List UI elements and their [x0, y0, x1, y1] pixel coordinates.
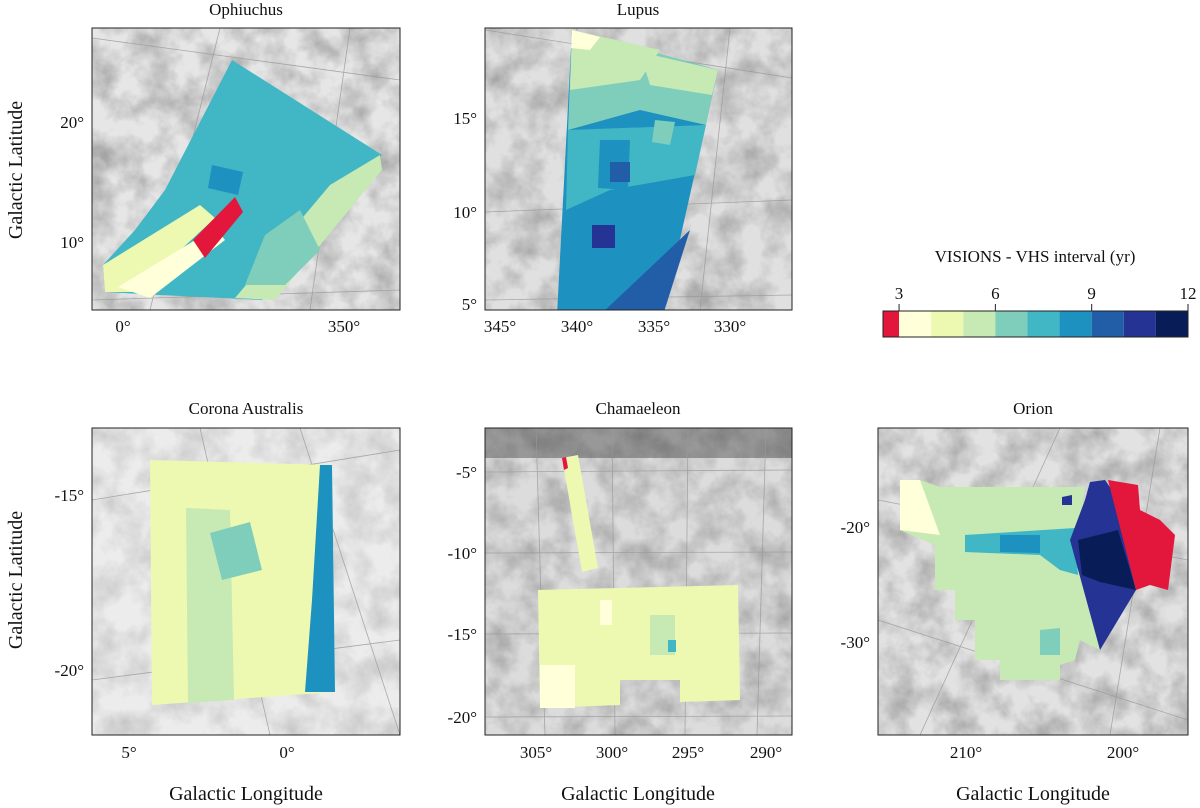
survey-footprint	[103, 60, 382, 300]
dust-texture	[485, 428, 792, 735]
ytick-label: -5°	[456, 463, 477, 482]
ytick-label: -30°	[841, 633, 870, 652]
colorbar-frame	[882, 310, 1189, 338]
ytick-label: 5°	[462, 295, 477, 314]
colorbar-tick-label: 12	[1180, 284, 1197, 303]
xtick-label: 295°	[672, 743, 704, 762]
colorbar-bin	[1059, 311, 1092, 337]
panel-title: Chamaeleon	[596, 399, 681, 418]
ytick-label: -15°	[448, 625, 477, 644]
xtick-label: 5°	[121, 743, 136, 762]
axes-frame	[877, 427, 1189, 736]
ytick-label: 15°	[453, 109, 477, 128]
xtick-label: 330°	[714, 317, 746, 336]
ytick-label: 10°	[453, 203, 477, 222]
colorbar-bin	[1123, 311, 1156, 337]
xtick-label: 210°	[950, 743, 982, 762]
y-axis-label: Galactic Latitude	[5, 101, 27, 239]
colorbar-bin	[1027, 311, 1060, 337]
axes-frame	[484, 427, 793, 736]
xtick-label: 0°	[279, 743, 294, 762]
panel-chamaeleon: Chamaeleon -5° -10° -15° -20° 305° 300° …	[448, 399, 793, 805]
colorbar-bin	[883, 311, 900, 337]
colorbar-bin	[995, 311, 1028, 337]
colorbar-tick-label: 3	[895, 284, 904, 303]
ytick-label: -10°	[448, 544, 477, 563]
colorbar-bin	[1091, 311, 1124, 337]
panel-corona-australis: Corona Australis -15° -20° 5° 0° Galacti…	[5, 399, 401, 805]
axes-frame	[91, 427, 401, 736]
colorbar-tick-label: 6	[991, 284, 1000, 303]
colorbar-label: VISIONS - VHS interval (yr)	[935, 247, 1136, 266]
x-axis-label: Galactic Longitude	[956, 783, 1110, 805]
xtick-label: 300°	[596, 743, 628, 762]
xtick-label: 200°	[1107, 743, 1139, 762]
xtick-label: 350°	[328, 317, 360, 336]
xtick-label: 290°	[750, 743, 782, 762]
panel-ophiuchus: Ophiuchus 20° 10° 0° 350° Galactic Latit…	[5, 0, 401, 336]
x-axis-label: Galactic Longitude	[169, 783, 323, 805]
xtick-label: 0°	[115, 317, 130, 336]
dark-cloud-band	[485, 428, 792, 458]
survey-footprint	[557, 30, 718, 310]
panel-title: Ophiuchus	[209, 0, 283, 19]
colorbar-bin	[931, 311, 964, 337]
panel-title: Lupus	[617, 0, 660, 19]
xtick-label: 345°	[484, 317, 516, 336]
x-axis-label: Galactic Longitude	[561, 783, 715, 805]
axes-frame	[484, 27, 793, 311]
red-field	[193, 197, 243, 258]
colorbar-bin	[1155, 311, 1188, 337]
colorbar-ticks: 3 6 9 12	[895, 284, 1197, 311]
panel-title: Corona Australis	[189, 399, 304, 418]
ytick-label: 10°	[60, 233, 84, 252]
axes-frame	[91, 27, 401, 311]
panel-lupus: Lupus 15° 10° 5° 345° 340°	[453, 0, 793, 336]
survey-footprint	[538, 455, 740, 708]
xtick-label: 335°	[638, 317, 670, 336]
ytick-label: -20°	[841, 518, 870, 537]
colorbar-bins	[883, 311, 1188, 337]
survey-footprint	[900, 480, 1175, 680]
ytick-label: -15°	[55, 486, 84, 505]
colorbar-tick-label: 9	[1087, 284, 1096, 303]
xtick-label: 305°	[520, 743, 552, 762]
panel-orion: Orion -20° -30° 210° 200° Galactic Longi…	[841, 399, 1189, 805]
xtick-label: 340°	[561, 317, 593, 336]
colorbar-bin	[899, 311, 932, 337]
colorbar: VISIONS - VHS interval (yr) 3 6 9 12	[882, 247, 1197, 338]
y-axis-label: Galactic Latitude	[5, 511, 27, 649]
panel-title: Orion	[1013, 399, 1053, 418]
survey-footprint	[150, 460, 335, 705]
ytick-label: -20°	[448, 708, 477, 727]
ytick-label: 20°	[60, 113, 84, 132]
ytick-label: -20°	[55, 661, 84, 680]
colorbar-bin	[963, 311, 996, 337]
